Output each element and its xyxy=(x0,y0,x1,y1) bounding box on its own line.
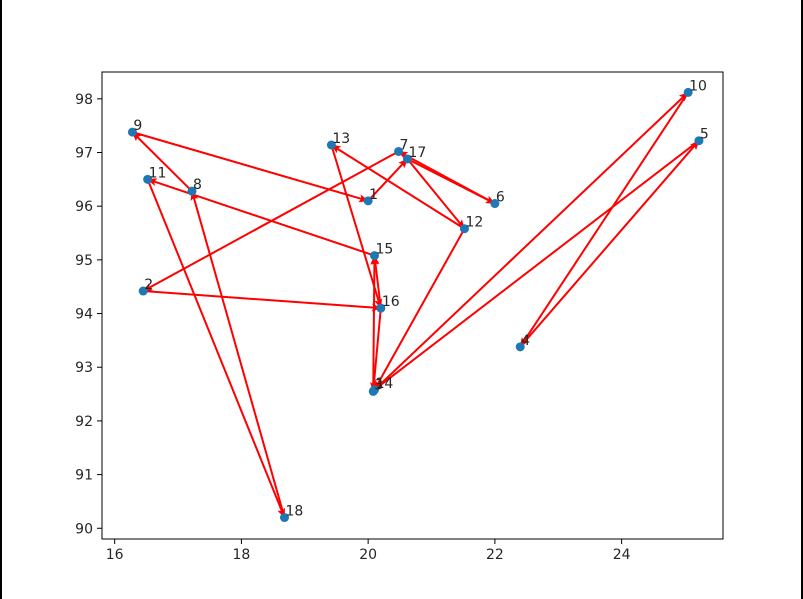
point-label-1: 1 xyxy=(369,187,378,203)
y-tick-label: 97 xyxy=(75,146,93,162)
arrow-15-to-11 xyxy=(146,178,375,257)
arrow-5-to-14 xyxy=(373,139,700,391)
data-point-5 xyxy=(694,136,704,146)
point-label-14: 14 xyxy=(375,376,393,392)
data-point-14 xyxy=(369,385,379,395)
arrow-4-to-5 xyxy=(519,139,700,348)
x-tick-label: 16 xyxy=(106,547,124,563)
arrow-12-to-13 xyxy=(330,144,465,230)
point-label-2: 2 xyxy=(144,277,153,293)
data-point-2 xyxy=(138,286,148,296)
y-tick-label: 93 xyxy=(75,360,93,376)
data-point-15 xyxy=(369,251,379,261)
x-tick-label: 18 xyxy=(232,547,250,563)
arrow-3-to-15 xyxy=(370,254,379,392)
arrow-layer xyxy=(131,91,700,519)
arrow-16-to-3 xyxy=(370,308,382,393)
data-point-7 xyxy=(394,146,404,156)
y-tick-label: 90 xyxy=(75,521,93,537)
arrow-6-to-7 xyxy=(397,150,496,205)
plot-area xyxy=(101,71,724,540)
arrow-18-to-8 xyxy=(190,190,286,518)
data-point-9 xyxy=(127,127,137,137)
arrow-14-to-10 xyxy=(373,91,689,391)
data-point-8 xyxy=(187,186,197,196)
arrow-12-to-14 xyxy=(373,228,466,391)
point-label-6: 6 xyxy=(496,190,505,206)
point-label-9: 9 xyxy=(133,118,142,134)
arrow-8-to-9 xyxy=(131,131,193,192)
data-point-4 xyxy=(515,342,525,352)
data-point-16 xyxy=(376,303,386,313)
y-tick-label: 95 xyxy=(75,253,93,269)
point-label-3: 3 xyxy=(374,377,383,393)
point-label-8: 8 xyxy=(193,177,202,193)
point-label-5: 5 xyxy=(700,127,709,143)
point-label-18: 18 xyxy=(285,504,303,520)
arrow-9-to-1 xyxy=(132,131,370,203)
arrow-13-to-16 xyxy=(330,144,383,310)
x-tick-label: 24 xyxy=(613,547,631,563)
data-point-12 xyxy=(459,224,469,234)
point-label-17: 17 xyxy=(408,145,426,161)
point-label-11: 11 xyxy=(149,165,167,181)
window-frame-left xyxy=(0,0,2,599)
y-tick-label: 98 xyxy=(75,92,93,108)
data-point-18 xyxy=(279,513,289,523)
point-label-15: 15 xyxy=(375,242,393,258)
arrow-11-to-18 xyxy=(146,178,286,519)
y-tick-label: 94 xyxy=(75,307,93,323)
point-label-12: 12 xyxy=(465,215,483,231)
point-layer xyxy=(127,87,704,523)
data-point-6 xyxy=(490,199,500,209)
y-tick-label: 91 xyxy=(75,468,93,484)
arrow-10-to-4 xyxy=(519,91,689,348)
point-label-10: 10 xyxy=(689,78,707,94)
point-label-13: 13 xyxy=(332,131,350,147)
x-tick-label: 22 xyxy=(486,547,504,563)
data-point-10 xyxy=(683,87,693,97)
point-label-16: 16 xyxy=(382,294,400,310)
data-point-1 xyxy=(363,196,373,206)
y-tick-label: 92 xyxy=(75,414,93,430)
arrow-17-to-12 xyxy=(406,158,466,230)
y-tick-label: 96 xyxy=(75,199,93,215)
data-point-11 xyxy=(143,174,153,184)
arrow-2-to-16 xyxy=(143,290,382,312)
data-point-13 xyxy=(326,140,336,150)
point-label-4: 4 xyxy=(521,333,530,349)
window-frame-right xyxy=(801,0,803,599)
data-point-17 xyxy=(402,154,412,164)
x-tick-label: 20 xyxy=(359,547,377,563)
point-label-7: 7 xyxy=(400,137,409,153)
